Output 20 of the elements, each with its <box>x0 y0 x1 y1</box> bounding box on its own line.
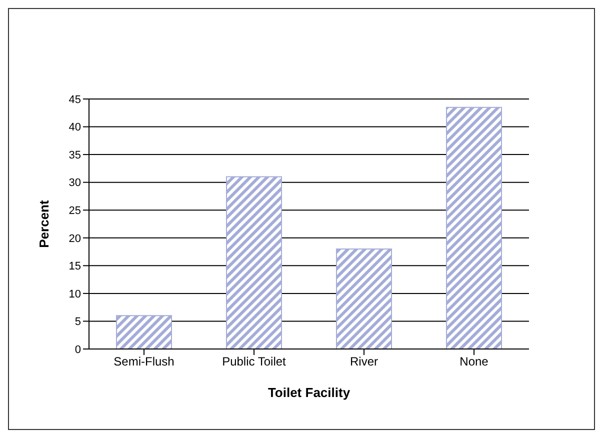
x-axis-title: Toilet Facility <box>268 385 351 400</box>
y-tick-label: 10 <box>68 288 81 300</box>
y-tick-label: 45 <box>68 94 81 106</box>
bar <box>336 248 392 349</box>
y-tick-label: 35 <box>68 149 81 162</box>
y-tick-label: 0 <box>74 344 81 356</box>
x-tick-label: None <box>460 354 489 369</box>
bar <box>116 315 172 349</box>
x-tick-label: Semi-Flush <box>114 354 174 369</box>
y-axis-title: Percent <box>36 199 52 248</box>
y-tick-label: 15 <box>68 260 81 273</box>
y-tick-label: 20 <box>68 232 81 245</box>
y-tick-label: 25 <box>68 205 81 218</box>
y-tick-label: 40 <box>68 122 81 134</box>
bar <box>226 176 282 349</box>
y-tick-label: 5 <box>74 316 81 328</box>
bar <box>446 106 502 349</box>
x-tick-label: Public Toilet <box>222 354 287 369</box>
y-tick-label: 30 <box>68 177 81 190</box>
x-tick-label: River <box>350 354 378 369</box>
